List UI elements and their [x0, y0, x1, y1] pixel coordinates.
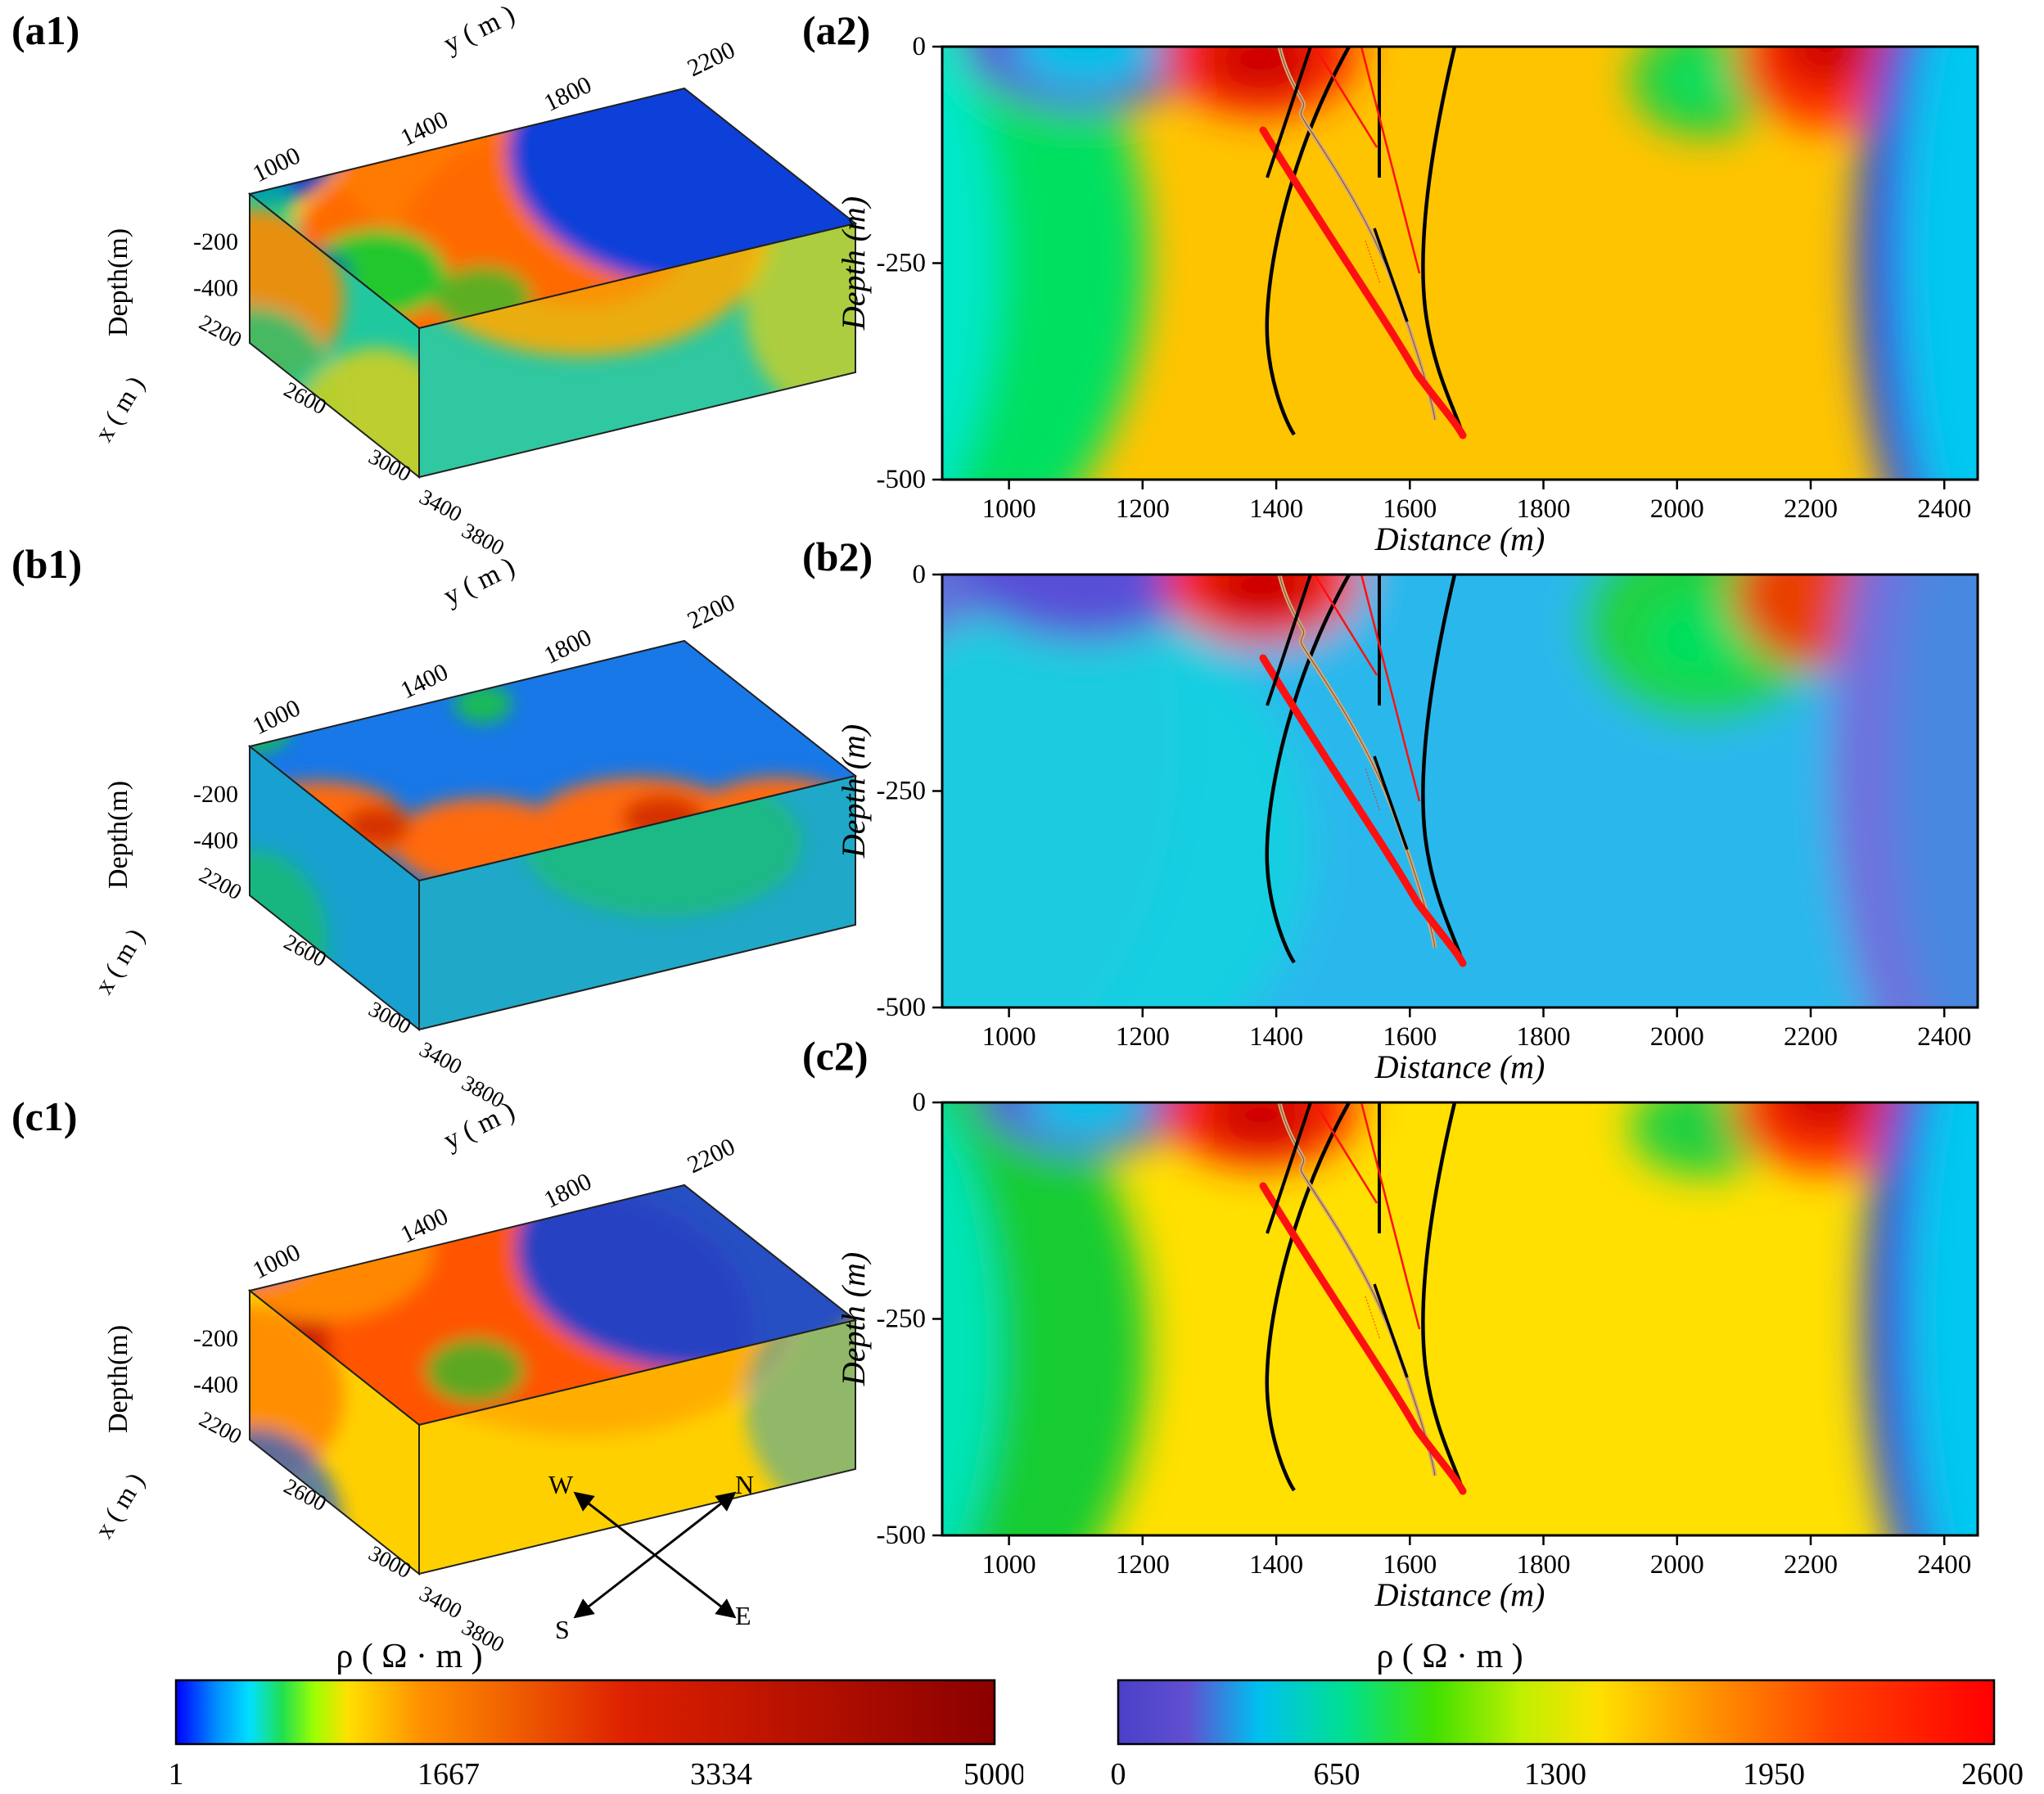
svg-text:-250: -250 [877, 1305, 927, 1334]
svg-text:650: 650 [1314, 1757, 1360, 1792]
svg-text:-200: -200 [193, 781, 238, 808]
svg-text:ρ ( Ω · m ): ρ ( Ω · m ) [1376, 1641, 1523, 1675]
svg-text:1000: 1000 [249, 1238, 305, 1284]
svg-text:1400: 1400 [396, 658, 452, 704]
svg-text:Depth(m): Depth(m) [103, 228, 133, 336]
svg-text:3334: 3334 [690, 1757, 752, 1792]
svg-text:1800: 1800 [1517, 494, 1571, 524]
svg-text:-400: -400 [193, 274, 238, 301]
svg-text:2200: 2200 [1784, 1550, 1838, 1580]
svg-text:-250: -250 [877, 777, 927, 806]
svg-text:1400: 1400 [396, 106, 452, 151]
svg-text:1800: 1800 [539, 624, 595, 669]
svg-text:1400: 1400 [1249, 1550, 1303, 1580]
svg-text:-400: -400 [193, 827, 238, 854]
svg-text:Depth(m): Depth(m) [103, 1325, 133, 1433]
svg-text:1600: 1600 [1383, 1550, 1437, 1580]
svg-text:2200: 2200 [196, 862, 246, 904]
svg-text:S: S [555, 1615, 570, 1644]
svg-text:Distance (m): Distance (m) [1374, 1048, 1545, 1085]
svg-text:-400: -400 [193, 1371, 238, 1398]
svg-text:1800: 1800 [539, 1168, 595, 1214]
svg-text:2400: 2400 [1917, 1022, 1971, 1052]
svg-text:3400: 3400 [416, 1037, 467, 1080]
svg-text:x ( m ): x ( m ) [88, 371, 150, 446]
svg-text:N: N [735, 1470, 754, 1499]
svg-text:y ( m ): y ( m ) [439, 552, 520, 611]
svg-text:3400: 3400 [416, 485, 467, 527]
svg-text:1000: 1000 [249, 694, 305, 740]
svg-text:-250: -250 [877, 249, 927, 278]
svg-text:y ( m ): y ( m ) [439, 0, 520, 59]
svg-text:1950: 1950 [1743, 1757, 1805, 1792]
svg-text:1000: 1000 [982, 1022, 1036, 1052]
svg-text:1400: 1400 [1249, 494, 1303, 524]
svg-text:1000: 1000 [982, 494, 1036, 524]
svg-text:2400: 2400 [1917, 1550, 1971, 1580]
svg-text:2200: 2200 [684, 588, 739, 634]
svg-text:Distance (m): Distance (m) [1374, 521, 1545, 557]
svg-text:2000: 2000 [1650, 1550, 1704, 1580]
svg-text:-200: -200 [193, 228, 238, 255]
svg-text:ρ ( Ω · m ): ρ ( Ω · m ) [336, 1641, 482, 1675]
svg-text:x ( m ): x ( m ) [88, 923, 150, 998]
svg-text:1400: 1400 [396, 1202, 452, 1248]
svg-text:-500: -500 [877, 1521, 927, 1550]
svg-text:0: 0 [1111, 1757, 1126, 1792]
svg-text:2600: 2600 [1961, 1757, 2024, 1792]
svg-text:-200: -200 [193, 1325, 238, 1352]
svg-text:0: 0 [913, 32, 927, 61]
svg-text:2200: 2200 [1784, 1022, 1838, 1052]
svg-text:1300: 1300 [1524, 1757, 1586, 1792]
svg-text:2400: 2400 [1917, 494, 1971, 524]
svg-text:1667: 1667 [417, 1757, 480, 1792]
svg-text:2200: 2200 [1784, 494, 1838, 524]
svg-text:2000: 2000 [1650, 494, 1704, 524]
svg-text:Depth (m): Depth (m) [835, 196, 872, 331]
svg-text:1200: 1200 [1116, 1550, 1170, 1580]
svg-text:0: 0 [913, 560, 927, 589]
svg-text:1800: 1800 [1517, 1550, 1571, 1580]
svg-text:1800: 1800 [539, 71, 595, 117]
svg-text:1000: 1000 [982, 1550, 1036, 1580]
svg-text:y ( m ): y ( m ) [439, 1096, 520, 1156]
svg-text:1200: 1200 [1116, 1022, 1170, 1052]
svg-text:W: W [548, 1470, 574, 1499]
svg-text:x ( m ): x ( m ) [88, 1467, 150, 1543]
svg-text:0: 0 [913, 1088, 927, 1117]
svg-text:2000: 2000 [1650, 1022, 1704, 1052]
svg-text:1: 1 [169, 1757, 184, 1792]
svg-text:1800: 1800 [1517, 1022, 1571, 1052]
svg-text:-500: -500 [877, 993, 927, 1022]
svg-text:2200: 2200 [684, 36, 739, 82]
svg-text:Depth(m): Depth(m) [103, 781, 133, 889]
svg-text:1400: 1400 [1249, 1022, 1303, 1052]
svg-text:1000: 1000 [249, 142, 305, 187]
svg-text:-500: -500 [877, 465, 927, 494]
svg-text:2200: 2200 [196, 309, 246, 352]
svg-text:Depth (m): Depth (m) [835, 724, 872, 859]
svg-text:1600: 1600 [1383, 1022, 1437, 1052]
svg-text:1200: 1200 [1116, 494, 1170, 524]
svg-text:E: E [735, 1601, 751, 1630]
svg-text:2200: 2200 [196, 1406, 246, 1449]
svg-text:2200: 2200 [684, 1133, 739, 1179]
svg-text:Distance (m): Distance (m) [1374, 1576, 1545, 1613]
svg-text:Depth (m): Depth (m) [835, 1252, 872, 1386]
svg-text:3400: 3400 [416, 1581, 467, 1624]
svg-text:1600: 1600 [1383, 494, 1437, 524]
